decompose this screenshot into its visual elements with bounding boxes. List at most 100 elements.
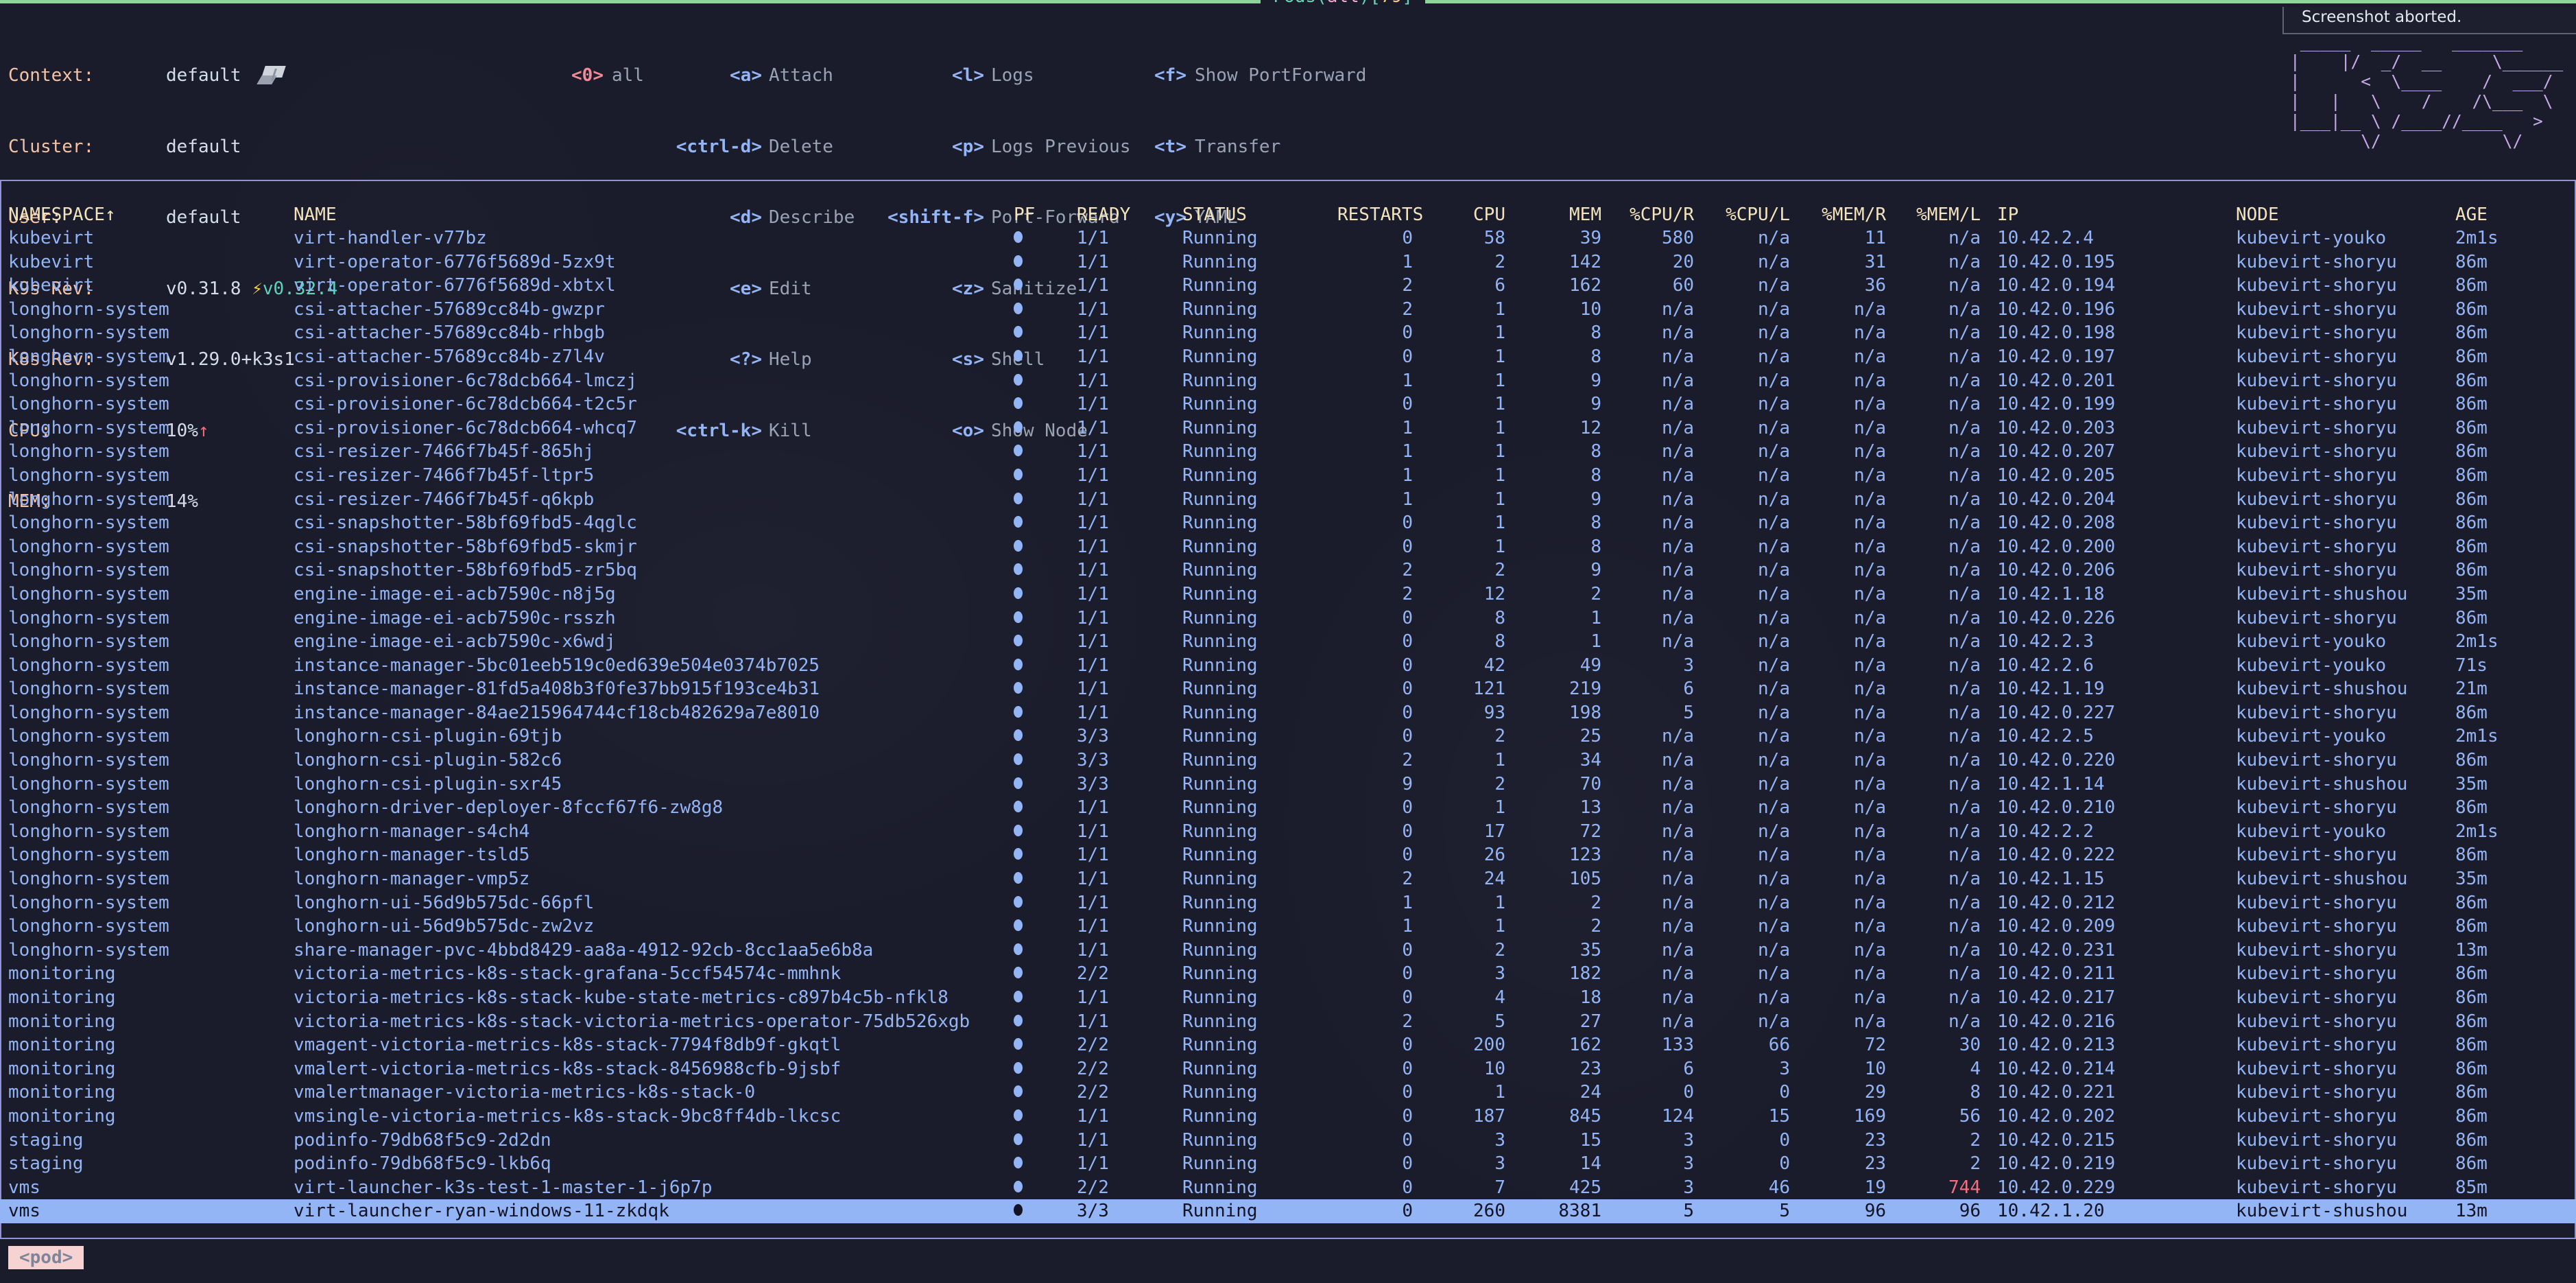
table-row[interactable]: monitoring vmalertmanager-victoria-metric…: [0, 1081, 2576, 1105]
table-row[interactable]: monitoring victoria-metrics-k8s-stack-kub…: [0, 986, 2576, 1010]
table-row[interactable]: longhorn-system csi-snapshotter-58bf69fbd…: [0, 535, 2576, 559]
table-row[interactable]: kubevirt virt-handler-v77bz 1/1 Running 0 58 3…: [0, 226, 2576, 250]
table-row[interactable]: longhorn-system longhorn-manager-s4ch4 1/1…: [0, 820, 2576, 844]
table-row[interactable]: kubevirt virt-operator-6776f5689d-5zx9t 1/…: [0, 250, 2576, 274]
table-row[interactable]: longhorn-system share-manager-pvc-4bbd842…: [0, 939, 2576, 963]
keybinding-sanitize[interactable]: <z> Sanitize: [857, 277, 1131, 301]
column-header-mem[interactable]: MEM: [1569, 204, 1601, 225]
keybinding-show-portforward[interactable]: <f> Show PortForward: [1125, 64, 1366, 88]
table-row[interactable]: staging podinfo-79db68f5c9-2d2dn 1/1 Runnin…: [0, 1129, 2576, 1153]
table-row[interactable]: longhorn-system csi-resizer-7466f7b45f-86…: [0, 440, 2576, 464]
cell-node: kubevirt-shoryu: [2236, 607, 2397, 628]
cell-name: engine-image-ei-acb7590c-rsszh: [294, 607, 616, 628]
column-header-age[interactable]: AGE: [2455, 204, 2488, 225]
cell-cpu: 5: [1494, 1011, 1505, 1032]
table-row[interactable]: longhorn-system engine-image-ei-acb7590c-…: [0, 607, 2576, 631]
table-row[interactable]: longhorn-system csi-snapshotter-58bf69fbd…: [0, 511, 2576, 535]
column-header-cpu-limit[interactable]: %CPU/L: [1726, 204, 1790, 225]
table-row[interactable]: longhorn-system longhorn-ui-56d9b575dc-zw…: [0, 915, 2576, 939]
keybinding-key: <a>: [730, 65, 762, 86]
cell-node: kubevirt-shoryu: [2236, 536, 2397, 557]
keybinding-edit[interactable]: <e> Edit: [649, 277, 855, 301]
keybinding-show-node[interactable]: <o> Show Node: [857, 419, 1131, 443]
cell-portforward: [1014, 677, 1023, 701]
column-header-ip[interactable]: IP: [1997, 204, 2019, 225]
table-row[interactable]: longhorn-system csi-provisioner-6c78dcb66…: [0, 416, 2576, 440]
column-header-mem-request[interactable]: %MEM/R: [1822, 204, 1886, 225]
cell-mem: 8: [1590, 346, 1601, 367]
table-row[interactable]: monitoring vmalert-victoria-metrics-k8s-s…: [0, 1057, 2576, 1081]
column-header-node[interactable]: NODE: [2236, 204, 2279, 225]
column-header-cpu[interactable]: CPU: [1473, 204, 1505, 225]
keybinding-describe[interactable]: <d> Describe: [649, 206, 855, 230]
table-row[interactable]: longhorn-system csi-snapshotter-58bf69fbd…: [0, 558, 2576, 582]
table-row[interactable]: vms virt-launcher-ryan-windows-11-zkdqk 3/…: [0, 1199, 2576, 1223]
keybinding-logs-previous[interactable]: <p> Logs Previous: [857, 135, 1130, 159]
keybinding-delete[interactable]: <ctrl-d> Delete: [649, 135, 855, 159]
cell-namespace: longhorn-system: [8, 821, 169, 842]
table-row[interactable]: longhorn-system instance-manager-81fd5a40…: [0, 677, 2576, 701]
keybinding-kill[interactable]: <ctrl-k> Kill: [649, 419, 855, 443]
table-row[interactable]: longhorn-system csi-attacher-57689cc84b-r…: [0, 321, 2576, 345]
cell-mem: 2: [1590, 583, 1601, 604]
table-row[interactable]: vms virt-launcher-k3s-test-1-master-1-j6p…: [0, 1176, 2576, 1200]
cell-ip: 10.42.0.202: [1997, 1105, 2116, 1127]
column-header-cpu-request[interactable]: %CPU/R: [1630, 204, 1694, 225]
table-row[interactable]: longhorn-system engine-image-ei-acb7590c-…: [0, 582, 2576, 607]
cell-mem: 123: [1569, 845, 1601, 866]
cell-portforward: [1014, 749, 1023, 773]
cell-mem-limit: n/a: [1948, 394, 1981, 415]
keybinding-logs[interactable]: <l> Logs: [857, 64, 1131, 88]
table-row[interactable]: longhorn-system longhorn-csi-plugin-sxr45…: [0, 773, 2576, 797]
keybinding-help[interactable]: <?> Help: [649, 348, 855, 372]
table-row[interactable]: longhorn-system longhorn-driver-deployer-…: [0, 796, 2576, 820]
keybinding-attach[interactable]: <a> Attach: [649, 64, 855, 88]
keybinding-transfer[interactable]: <t> Transfer: [1125, 135, 1366, 159]
keybinding-all[interactable]: <0> all: [542, 64, 644, 88]
portforward-dot-icon: [1014, 943, 1023, 955]
keybinding-port-forward[interactable]: <shift-f> Port-Forward: [857, 206, 1131, 230]
column-header-namespace[interactable]: NAMESPACE↑: [8, 204, 116, 225]
cell-cpu-limit: n/a: [1758, 821, 1790, 842]
column-header-name[interactable]: NAME: [294, 204, 337, 225]
table-row[interactable]: longhorn-system longhorn-ui-56d9b575dc-66…: [0, 891, 2576, 915]
table-row[interactable]: longhorn-system instance-manager-84ae2159…: [0, 701, 2576, 725]
table-row[interactable]: kubevirt virt-operator-6776f5689d-xbtxl 1/…: [0, 274, 2576, 298]
table-row[interactable]: monitoring victoria-metrics-k8s-stack-gra…: [0, 962, 2576, 986]
table-row[interactable]: longhorn-system longhorn-csi-plugin-582c6…: [0, 749, 2576, 773]
table-row[interactable]: longhorn-system longhorn-manager-vmp5z 1/1…: [0, 867, 2576, 891]
cell-cpu-limit: n/a: [1758, 679, 1790, 700]
cell-cpu: 1: [1494, 394, 1505, 415]
table-row[interactable]: monitoring vmsingle-victoria-metrics-k8s-…: [0, 1105, 2576, 1129]
table-row[interactable]: longhorn-system csi-provisioner-6c78dcb66…: [0, 392, 2576, 416]
column-header-ready[interactable]: READY: [1077, 204, 1131, 225]
table-row[interactable]: longhorn-system csi-attacher-57689cc84b-g…: [0, 298, 2576, 322]
cell-ip: 10.42.0.231: [1997, 939, 2116, 961]
portforward-dot-icon: [1014, 1085, 1023, 1098]
portforward-dot-icon: [1014, 682, 1023, 694]
cell-name: longhorn-manager-tsld5: [294, 845, 530, 866]
table-row[interactable]: longhorn-system csi-resizer-7466f7b45f-lt…: [0, 464, 2576, 488]
column-header-mem-limit[interactable]: %MEM/L: [1916, 204, 1981, 225]
table-row[interactable]: longhorn-system csi-attacher-57689cc84b-z…: [0, 345, 2576, 369]
table-row[interactable]: longhorn-system longhorn-csi-plugin-69tjb…: [0, 725, 2576, 749]
table-row[interactable]: longhorn-system longhorn-manager-tsld5 1/1…: [0, 843, 2576, 867]
table-row[interactable]: longhorn-system engine-image-ei-acb7590c-…: [0, 630, 2576, 654]
cell-ip: 10.42.0.199: [1997, 394, 2116, 415]
table-row[interactable]: longhorn-system csi-provisioner-6c78dcb66…: [0, 369, 2576, 393]
column-header-restarts[interactable]: RESTARTS: [1337, 204, 1424, 225]
cell-status: Running: [1182, 583, 1258, 604]
cell-namespace: monitoring: [8, 963, 116, 985]
table-row[interactable]: monitoring vmagent-victoria-metrics-k8s-s…: [0, 1033, 2576, 1057]
cell-status: Running: [1182, 750, 1258, 771]
cell-ip: 10.42.0.227: [1997, 702, 2116, 723]
keybinding-yaml[interactable]: <y> YAML: [1125, 206, 1366, 230]
command-prompt-chip[interactable]: <pod>: [8, 1246, 84, 1269]
table-row[interactable]: monitoring victoria-metrics-k8s-stack-vic…: [0, 1010, 2576, 1034]
cell-namespace: longhorn-system: [8, 726, 169, 747]
table-row[interactable]: longhorn-system instance-manager-5bc01eeb…: [0, 654, 2576, 678]
column-header-pf[interactable]: PF: [1014, 204, 1036, 225]
table-row[interactable]: longhorn-system csi-resizer-7466f7b45f-q6…: [0, 488, 2576, 512]
table-row[interactable]: staging podinfo-79db68f5c9-lkb6q 1/1 Runnin…: [0, 1152, 2576, 1176]
column-header-status[interactable]: STATUS: [1182, 204, 1247, 225]
